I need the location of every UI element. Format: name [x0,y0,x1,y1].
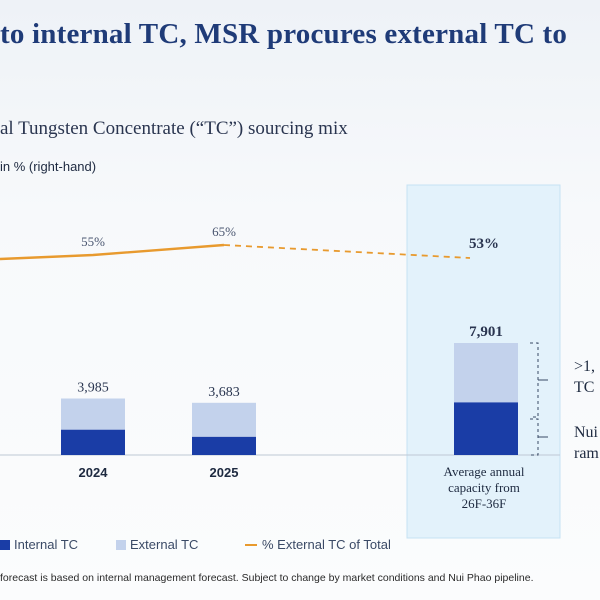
right-axis-note: in % (right-hand) [0,159,97,174]
pct-label-1: 65% [212,224,236,239]
legend-pct-swatch [245,543,257,546]
bar-internal-2 [454,402,518,455]
pct-label-2: 53% [469,236,499,252]
category-label-0: 2024 [79,465,109,480]
side-note-4: ram [574,445,599,462]
total-label-2: 7,901 [469,324,503,340]
category-label-1: 2025 [210,465,239,480]
total-label-0: 3,985 [77,381,109,396]
legend-internal-label: Internal TC [14,537,79,552]
total-label-1: 3,683 [208,385,240,400]
legend-pct-label: % External TC of Total [262,537,391,552]
pct-line-actual [0,243,225,261]
pct-line-projected [223,244,471,259]
bar-external-1 [192,402,256,437]
bar-external-2 [454,343,518,403]
legend-external-label: External TC [130,537,199,552]
page-headline: to internal TC, MSR procures external TC… [0,18,568,50]
bar-external-0 [61,398,125,430]
side-note-1: >1, [574,358,595,375]
side-note-3: Nui [574,424,599,441]
legend-external-swatch [116,539,126,550]
legend-internal: Internal TC [0,537,78,552]
legend-pct: % External TC of Total [245,537,391,552]
legend-internal-swatch [0,539,10,550]
side-note-2: TC [574,379,594,396]
chart-subtitle: al Tungsten Concentrate (“TC”) sourcing … [0,118,348,139]
category-label-2: Average annual capacity from 26F-36F [444,464,525,511]
capacity-brackets [530,342,548,456]
legend-external: External TC [116,537,198,552]
bar-internal-1 [192,436,256,455]
pct-label-0: 55% [81,234,105,249]
bar-internal-0 [61,429,125,455]
footnote: forecast is based on internal management… [0,572,534,584]
